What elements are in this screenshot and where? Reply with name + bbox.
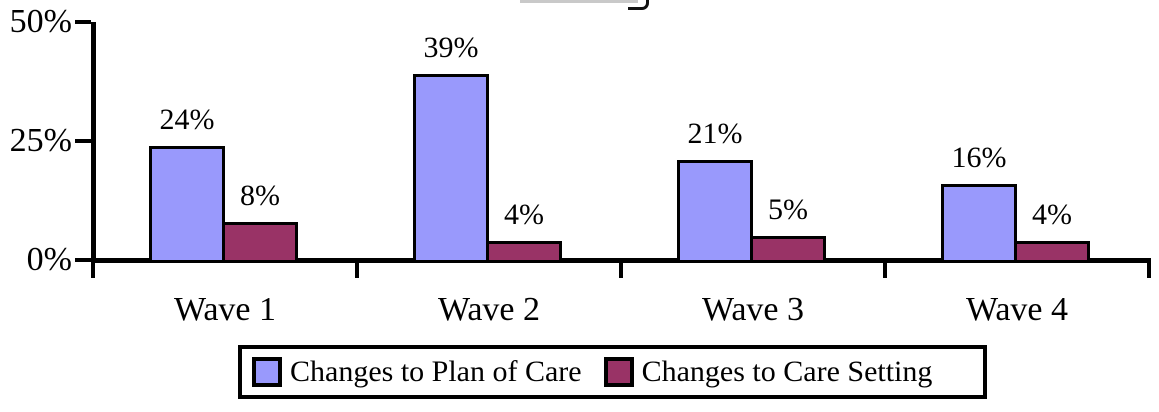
x-axis-tick [91,263,95,278]
legend-item-care-setting: Changes to Care Setting [603,355,933,389]
x-axis-category-label: Wave 1 [173,291,277,328]
y-axis-line [91,22,96,263]
bar-plan-of-care-wave-4 [941,183,1017,263]
x-axis-tick [619,263,623,278]
bar-value-label: 4% [1032,197,1072,231]
y-axis-tick [75,258,91,262]
x-axis-category-label: Wave 4 [965,291,1069,328]
bar-value-label: 4% [504,197,544,231]
bar-value-label: 16% [951,140,1007,174]
legend: Changes to Plan of Care Changes to Care … [238,345,987,399]
y-axis-tick [75,139,91,143]
x-axis-tick [1147,263,1151,278]
cropped-title-remnant-glyph [628,0,649,10]
bar-care-setting-wave-3 [750,236,826,263]
y-axis-tick-label: 0% [26,241,72,278]
legend-swatch-plan-of-care [252,357,282,387]
x-axis-tick [883,263,887,278]
legend-swatch-care-setting [603,357,634,387]
bar-care-setting-wave-4 [1014,240,1090,263]
x-axis-category-label: Wave 3 [701,291,805,328]
bar-plan-of-care-wave-3 [677,160,753,263]
cropped-title-remnant [520,0,638,3]
bar-plan-of-care-wave-1 [149,145,225,263]
legend-label-care-setting: Changes to Care Setting [641,355,933,388]
bar-care-setting-wave-1 [222,221,298,263]
x-axis-category-label: Wave 2 [437,291,541,328]
bar-value-label: 5% [768,193,808,227]
legend-item-plan-of-care: Changes to Plan of Care [252,355,582,389]
legend-label-plan-of-care: Changes to Plan of Care [290,355,582,388]
y-axis-tick-label: 50% [9,3,72,40]
x-axis-tick [355,263,359,278]
y-axis-tick [75,20,91,24]
bar-value-label: 21% [687,117,743,151]
bar-value-label: 39% [423,31,479,65]
bar-value-label: 24% [159,102,215,136]
bar-care-setting-wave-2 [486,240,562,263]
bar-plan-of-care-wave-2 [413,74,489,263]
bar-value-label: 8% [240,178,280,212]
x-axis-line [91,258,1151,263]
y-axis-tick-label: 25% [9,122,72,159]
